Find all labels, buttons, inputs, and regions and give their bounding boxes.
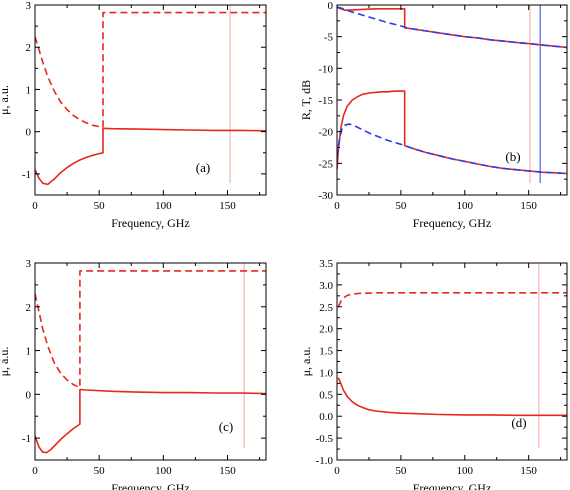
y-tick-label: 3 (26, 0, 32, 12)
series-line-1 (35, 127, 266, 186)
series-line-2 (337, 291, 567, 308)
y-tick-label: -10 (318, 63, 333, 75)
y-tick-label: 2.0 (319, 324, 333, 336)
x-tick-label: 50 (94, 200, 106, 212)
y-tick-label: 0 (26, 127, 32, 139)
y-tick-label: -15 (318, 95, 333, 107)
y-tick-label: 0.5 (319, 389, 333, 401)
x-axis-title: Frequency, GHz (413, 481, 492, 490)
panel-label: (d) (511, 415, 526, 430)
y-tick-label: -1 (22, 433, 31, 445)
series-line-1 (35, 388, 266, 454)
y-tick-label: 0 (26, 389, 32, 401)
y-tick-label: 0.0 (319, 411, 333, 423)
chart-panel-3: 0 50 100 150 -1 0 1 2 3 Frequency, GHz μ, a.u. (c) (0, 258, 267, 490)
x-tick-label: 100 (155, 465, 172, 477)
x-tick-label: 150 (219, 465, 236, 477)
y-tick-label: -20 (318, 127, 333, 139)
x-tick-label: 150 (219, 200, 236, 212)
y-tick-label: 3 (26, 258, 32, 270)
x-tick-label: 50 (395, 200, 407, 212)
y-tick-label: -1.0 (316, 455, 334, 467)
series-line-3 (337, 90, 567, 175)
y-tick-label: 1 (26, 346, 32, 358)
chart-panel-2: 0 50 100 150 -30 -25 -20 -15 -10 -5 0 Frequency, GH… (299, 0, 568, 230)
y-axis-title: R, T, dB (299, 80, 313, 120)
x-tick-label: 50 (395, 465, 407, 477)
y-tick-label: 1.0 (319, 367, 333, 379)
x-tick-label: 100 (155, 200, 172, 212)
y-tick-label: 3.5 (319, 258, 333, 270)
y-tick-label: -30 (318, 190, 333, 202)
y-tick-label: 1 (26, 84, 32, 96)
series-line-2 (35, 11, 266, 128)
y-tick-label: -1 (22, 169, 31, 181)
series-line-2 (337, 6, 567, 49)
x-tick-label: 0 (32, 465, 38, 477)
y-tick-label: 2 (26, 42, 32, 54)
panel-label: (b) (505, 149, 520, 164)
y-tick-label: 2 (26, 302, 32, 314)
x-axis-title: Frequency, GHz (111, 481, 190, 490)
chart-panel-4: 0 50 100 150 -1.0 -0.5 0.0 0.5 1.0 1.5 2.0 2.5 3.0 3.… (299, 258, 568, 490)
plot-frame (34, 262, 267, 461)
y-axis-title: μ, a.u. (0, 85, 11, 115)
chart-panel-1: 0 50 100 150 -1 0 1 2 3 Frequency, GHz μ, a.u. (a) (0, 0, 267, 230)
y-tick-label: 0 (328, 0, 334, 12)
x-axis-title: Frequency, GHz (413, 216, 492, 230)
y-tick-label: 1.5 (319, 346, 333, 358)
x-tick-label: 50 (94, 465, 106, 477)
y-tick-label: 2.5 (319, 302, 333, 314)
series-line-4 (337, 123, 567, 175)
plot-frame (34, 4, 267, 196)
x-axis-title: Frequency, GHz (111, 216, 190, 230)
y-axis-title: μ, a.u. (0, 347, 11, 377)
y-axis-title: μ, a.u. (299, 347, 313, 377)
y-tick-label: -25 (318, 158, 333, 170)
x-tick-label: 0 (334, 465, 340, 477)
x-tick-label: 100 (457, 200, 474, 212)
plot-frame (336, 4, 568, 196)
series-line-1 (337, 6, 567, 49)
x-tick-label: 0 (334, 200, 340, 212)
series-line-2 (35, 270, 266, 389)
x-tick-label: 150 (520, 200, 537, 212)
x-tick-label: 100 (457, 465, 474, 477)
panel-label: (c) (219, 419, 233, 434)
y-tick-label: -5 (324, 32, 334, 44)
series-line-1 (337, 377, 567, 417)
panel-label: (a) (196, 160, 210, 175)
x-tick-label: 150 (520, 465, 537, 477)
y-tick-label: 3.0 (319, 280, 333, 292)
y-tick-label: -0.5 (316, 433, 334, 445)
x-tick-label: 0 (32, 200, 38, 212)
